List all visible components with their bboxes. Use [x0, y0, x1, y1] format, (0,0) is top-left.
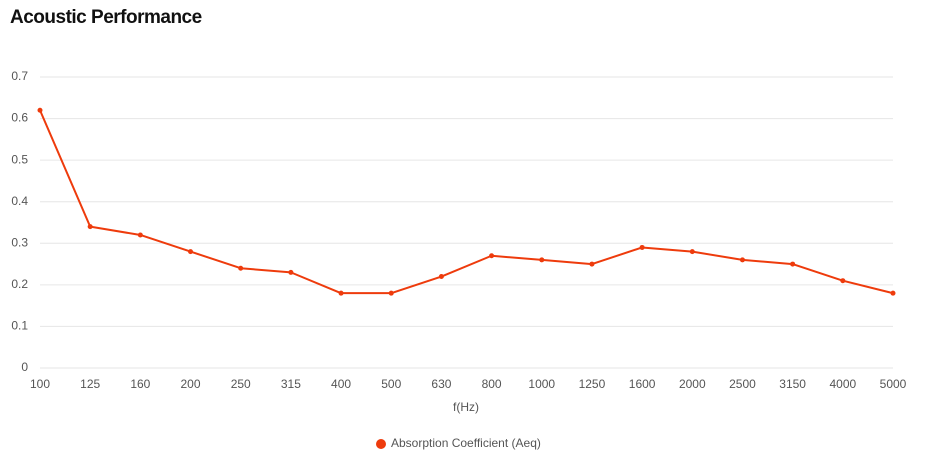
x-tick-label: 160	[130, 377, 150, 391]
x-tick-label: 125	[80, 377, 100, 391]
legend-label: Absorption Coefficient (Aeq)	[391, 436, 541, 450]
x-tick-label: 400	[331, 377, 351, 391]
y-tick-label: 0.2	[11, 277, 28, 291]
x-tick-label: 1000	[528, 377, 555, 391]
data-point	[388, 290, 394, 296]
x-tick-label: 630	[431, 377, 451, 391]
y-tick-label: 0.1	[11, 319, 28, 333]
x-tick-label: 1600	[629, 377, 656, 391]
x-tick-label: 1250	[579, 377, 606, 391]
data-point	[589, 261, 595, 267]
data-point	[689, 249, 695, 255]
x-tick-label: 2000	[679, 377, 706, 391]
x-tick-label: 500	[381, 377, 401, 391]
y-tick-label: 0.3	[11, 235, 28, 249]
x-tick-label: 200	[181, 377, 201, 391]
data-point	[790, 261, 796, 267]
x-tick-label: 5000	[880, 377, 907, 391]
data-point	[539, 257, 545, 263]
x-tick-label: 100	[30, 377, 50, 391]
data-point	[238, 265, 244, 271]
y-tick-label: 0	[21, 360, 28, 374]
x-axis-label: f(Hz)	[453, 400, 479, 414]
y-tick-label: 0.5	[11, 152, 28, 166]
x-tick-label: 2500	[729, 377, 756, 391]
data-point	[87, 224, 93, 230]
data-point	[890, 290, 896, 296]
data-point	[739, 257, 745, 263]
x-tick-label: 315	[281, 377, 301, 391]
x-tick-label: 800	[482, 377, 502, 391]
data-point	[188, 249, 194, 255]
legend-marker	[376, 439, 386, 449]
series-line	[39, 109, 894, 295]
chart-title: Acoustic Performance	[10, 7, 202, 28]
data-point	[137, 232, 143, 238]
x-tick-label: 3150	[779, 377, 806, 391]
data-point	[338, 290, 344, 296]
data-point	[639, 244, 645, 250]
x-tick-label: 250	[231, 377, 251, 391]
data-point	[37, 107, 43, 113]
y-tick-label: 0.6	[11, 111, 28, 125]
data-point	[489, 253, 495, 259]
data-point	[288, 269, 294, 275]
data-point	[840, 278, 846, 284]
x-tick-label: 4000	[829, 377, 856, 391]
y-tick-label: 0.7	[11, 69, 28, 83]
y-tick-label: 0.4	[11, 194, 28, 208]
data-point	[438, 274, 444, 280]
